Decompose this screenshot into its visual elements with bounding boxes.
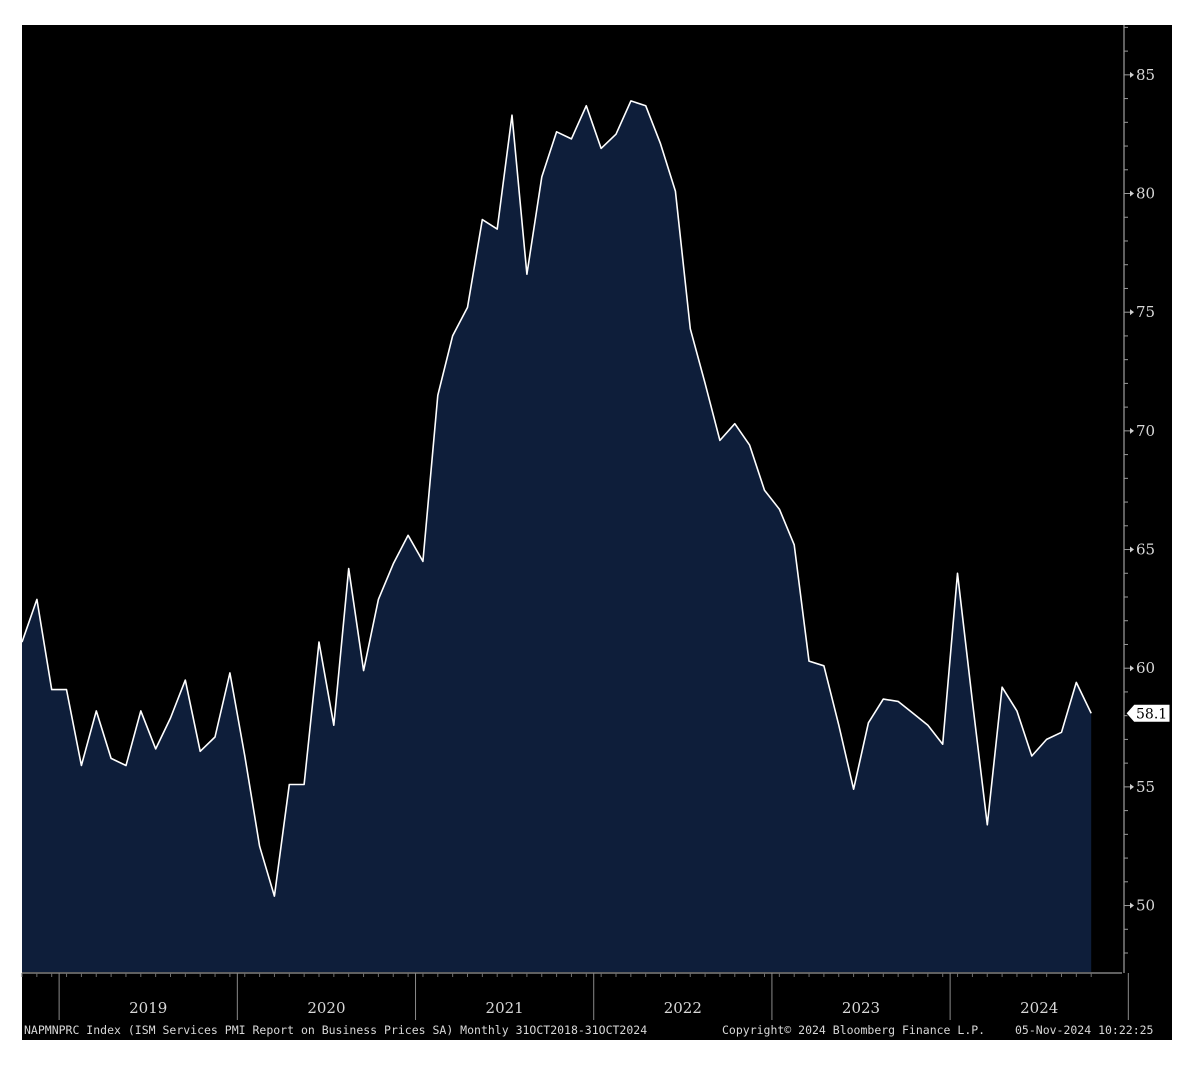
last-value-badge	[1125, 703, 1171, 723]
axis-layer	[21, 25, 1134, 1020]
x-tick-label: 2021	[486, 999, 524, 1017]
y-tick-label: 60	[1136, 659, 1155, 677]
x-tick-label: 2020	[307, 999, 345, 1017]
y-tick-arrow	[1130, 665, 1134, 672]
y-tick-label: 85	[1136, 66, 1155, 84]
series-area	[22, 100, 1092, 972]
x-tick-label: 2022	[664, 999, 702, 1017]
x-tick-label: 2023	[842, 999, 880, 1017]
footer-copyright: Copyright© 2024 Bloomberg Finance L.P.	[722, 1023, 986, 1037]
area-layer	[21, 100, 1092, 972]
footer-timestamp: 05-Nov-2024 10:22:25	[1015, 1023, 1154, 1037]
y-tick-arrow	[1130, 783, 1134, 790]
y-tick-arrow	[1130, 190, 1134, 197]
y-tick-arrow	[1130, 71, 1134, 78]
y-tick-arrow	[1130, 427, 1134, 434]
y-tick-label: 70	[1136, 422, 1155, 440]
y-tick-label: 75	[1136, 303, 1155, 321]
y-tick-label: 55	[1136, 778, 1155, 796]
last-value-label: 58.1	[1136, 706, 1167, 722]
y-tick-arrow	[1130, 902, 1134, 909]
label-layer: 2019 2020 2021 2022 2023 2024 85 80 75 70 65 60 55 50…	[129, 66, 1171, 1017]
x-tick-label: 2024	[1020, 999, 1058, 1017]
x-tick-label: 2019	[129, 999, 167, 1017]
y-tick-label: 50	[1136, 897, 1155, 915]
y-tick-label: 80	[1136, 185, 1155, 203]
chart-footer: NAPMNPRC Index (ISM Services PMI Report …	[22, 1020, 1172, 1040]
series-line	[21, 100, 1092, 897]
y-tick-arrow	[1130, 546, 1134, 553]
footer-description: NAPMNPRC Index (ISM Services PMI Report …	[24, 1023, 648, 1037]
y-tick-label: 65	[1136, 541, 1155, 559]
y-tick-arrow	[1130, 309, 1134, 316]
